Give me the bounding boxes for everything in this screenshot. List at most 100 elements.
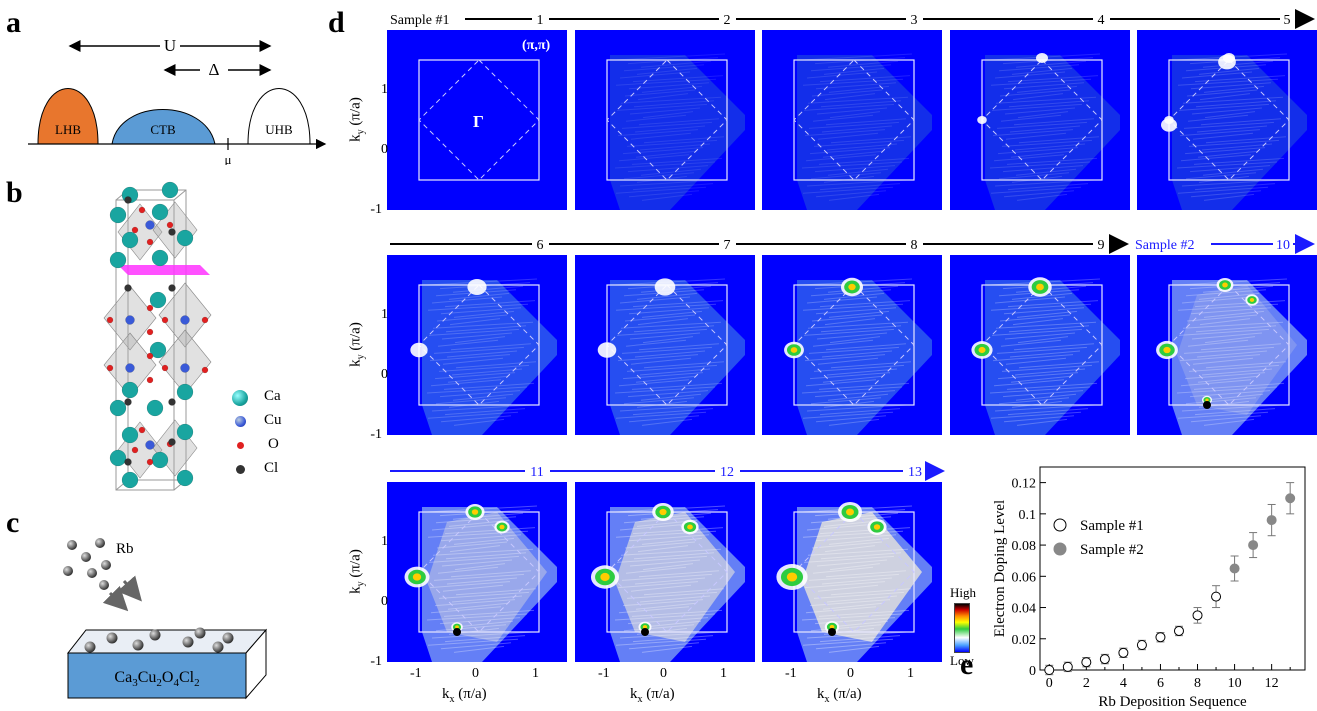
ytick-label: 1 [381,82,388,97]
rb-surface-atom [212,641,224,653]
xtick-label: 0 [1046,676,1053,691]
arpes-map [950,30,1130,210]
rb-atom [99,580,109,590]
xtick-label: 2 [1083,676,1090,691]
seq-9: 9 [1098,238,1105,253]
xtick-label: -1 [598,666,610,681]
legend-o: O [268,436,279,452]
panel-label-a: a [6,6,21,39]
rb-surface-atom [84,641,96,653]
ca-atom [149,291,167,309]
ctb-band [111,109,216,145]
doping-level-chart: 0 0.02 0.04 0.06 0.08 0.1 0.12 0 2 4 6 8 10 12 Electro… [992,466,1306,710]
slab-top [66,629,268,654]
data-point [1136,640,1147,651]
data-point [1081,657,1092,668]
rb-surface-atom [132,639,144,651]
band-diagram: U Δ LHB CTB UHB μ [28,36,327,165]
data-point [1044,665,1055,675]
xtick-label: 1 [720,666,727,681]
o-atom [146,352,154,360]
ytick-label: 0.06 [1012,570,1037,585]
xtick-label: -1 [410,666,422,681]
ca-atom [109,399,127,417]
o-atom [201,316,209,324]
seq-6: 6 [537,238,544,253]
o-atom [146,304,154,312]
arpes-map [575,30,755,210]
seq-8: 8 [911,238,918,253]
ytick-label: 1 [381,307,388,322]
cl-atom [124,398,132,406]
rb-atom [63,566,73,576]
rb-atom [67,540,77,550]
legend-marker [1053,518,1067,532]
o-atom [146,328,154,336]
deposition-arrow [102,585,129,612]
xtick-label: 1 [907,666,914,681]
row1-sample-label: Sample #1 [390,13,450,28]
cl-atom [124,196,132,204]
ytick-label: 0.02 [1012,633,1037,648]
plot-frame [1039,466,1306,671]
uhb-label: UHB [265,122,293,137]
ca-atom-icon [232,390,248,406]
kx-axis-label: kx (π/a) [817,686,862,705]
o-atom [201,366,209,374]
panel-label-b: b [6,176,23,209]
o-atom [146,458,154,466]
rb-surface-atom [222,632,234,644]
arpes-map [1137,255,1317,435]
ytick-label: 0.12 [1012,477,1037,492]
y-axis-label: Electron Doping Level [992,500,1008,637]
ca-atom [176,423,194,441]
seq-7: 7 [724,238,731,253]
cl-atom [168,438,176,446]
seq-2: 2 [724,13,731,28]
ytick-label: -1 [370,654,382,669]
ca-atom [121,381,139,399]
o-atom [146,376,154,384]
o-atom [166,221,174,229]
ca-atom [161,181,179,199]
gamma-label: Γ [473,112,484,131]
xtick-label: 10 [1228,676,1242,691]
legend-label: Sample #1 [1080,518,1144,534]
arpes-map [1137,30,1317,210]
colorbar-low-label: Low [950,653,974,668]
slab-front [67,652,247,699]
o-atom [138,426,146,434]
seq-3: 3 [911,13,918,28]
seq-5: 5 [1284,13,1291,28]
ky-axis-label: ky (π/a) [347,322,367,367]
atom-legend: Ca Cu O Cl [230,388,310,488]
ky-axis-label: ky (π/a) [347,549,367,594]
ytick-label: 0.04 [1012,602,1037,617]
rb-surface-atom [182,636,194,648]
ca-atom [109,449,127,467]
mu-label: μ [225,152,232,165]
xtick-label: 0 [660,666,667,681]
arpes-map [762,30,942,210]
arpes-map [387,482,567,662]
colorbar [954,603,970,653]
ytick-label: 0 [381,142,388,157]
row3-sequence-bar: 11 12 13 [390,461,945,481]
o-atom [106,364,114,372]
seq-12: 12 [720,465,734,480]
data-point [1229,563,1240,574]
cu-atom [125,315,135,325]
cl-atom [168,228,176,236]
row2-sequence-bar: 6 7 8 9 Sample #2 10 [390,234,1315,254]
ca-atom [176,469,194,487]
rb-atom [81,552,91,562]
cu-atom-icon [235,416,246,427]
colorbar-high-label: High [950,585,976,600]
ca-atom [121,471,139,489]
cu-atom [180,363,190,373]
data-point [1211,591,1222,602]
ky-axis-label: ky (π/a) [347,97,367,142]
cl-atom-icon [236,465,245,474]
rb-surface-atom [194,627,206,639]
ca-atom [151,451,169,469]
